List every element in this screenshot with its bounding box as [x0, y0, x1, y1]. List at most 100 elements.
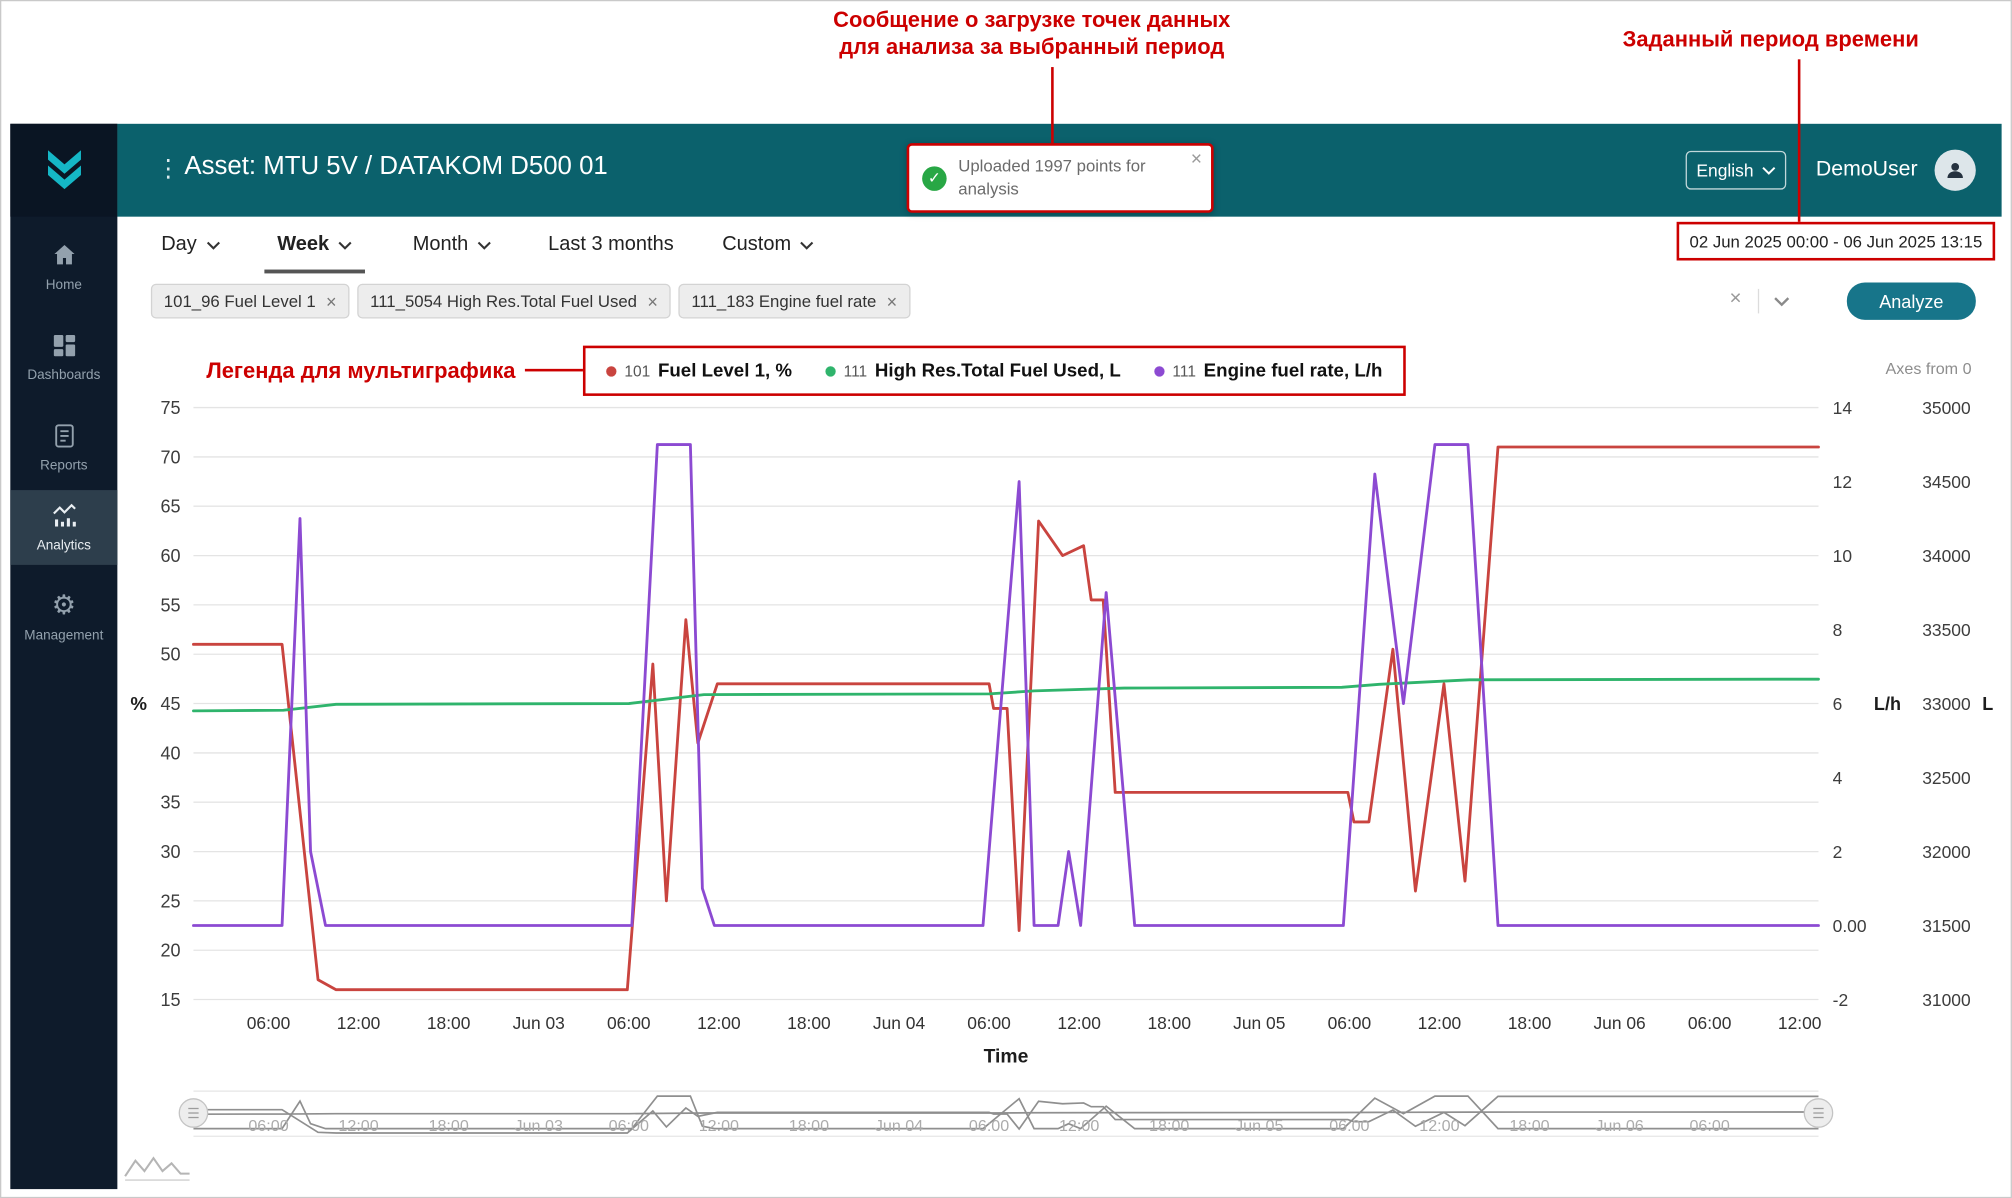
minimap-handle-left[interactable] — [178, 1098, 209, 1128]
minimap-labels: 06:00 12:00 18:00 Jun 03 06:00 12:00 18:00 Jun … — [248, 1117, 1729, 1135]
sidebar-item-management[interactable]: ⚙ Management — [10, 580, 117, 655]
svg-text:10: 10 — [1833, 546, 1852, 566]
svg-text:4: 4 — [1833, 768, 1843, 788]
svg-text:12:00: 12:00 — [1778, 1013, 1822, 1033]
svg-text:06:00: 06:00 — [248, 1117, 288, 1135]
parameter-select: 101_96 Fuel Level 1 × 111_5054 High Res.… — [117, 273, 2001, 330]
dashboards-icon — [53, 334, 75, 357]
clear-selection-icon[interactable]: × — [1729, 287, 1742, 310]
tab-week[interactable]: Week — [264, 217, 366, 274]
svg-text:12:00: 12:00 — [1419, 1117, 1459, 1135]
svg-text:18:00: 18:00 — [1147, 1013, 1191, 1033]
svg-text:Jun 06: Jun 06 — [1595, 1117, 1643, 1135]
minimap-handle-right[interactable] — [1803, 1098, 1834, 1128]
chevron-down-icon — [206, 241, 220, 250]
toast-close-icon[interactable]: × — [1190, 148, 1203, 171]
legend-item-total-fuel-used[interactable]: 111 High Res.Total Fuel Used, L — [825, 360, 1121, 381]
series-line-2 — [192, 443, 1820, 927]
tab-last-3-months[interactable]: Last 3 months — [548, 233, 674, 256]
svg-text:18:00: 18:00 — [1149, 1117, 1189, 1135]
series-line-0 — [192, 445, 1820, 992]
gear-icon: ⚙ — [51, 590, 76, 621]
tab-day[interactable]: Day — [161, 217, 220, 274]
chip-fuel-level[interactable]: 101_96 Fuel Level 1 × — [150, 283, 350, 319]
annotation-period-note: Заданный период времени — [1622, 27, 1919, 52]
analyze-button[interactable]: Analyze — [1846, 282, 1976, 320]
dropdown-chevron-icon[interactable] — [1773, 297, 1790, 307]
annotation-connector — [1051, 67, 1054, 144]
svg-text:L/h: L/h — [1874, 694, 1901, 714]
svg-text:18:00: 18:00 — [428, 1117, 468, 1135]
sidebar-item-label: Dashboards — [27, 367, 101, 384]
header: ⋮ Asset: MTU 5V / DATAKOM D500 01 ✓ Uplo… — [117, 123, 2002, 217]
svg-text:Jun 03: Jun 03 — [515, 1117, 563, 1135]
legend-dot — [606, 365, 617, 376]
username: DemoUser — [1815, 157, 1918, 181]
mini-chart-icon[interactable] — [123, 1149, 193, 1183]
svg-text:32000: 32000 — [1922, 842, 1970, 862]
axes-from-zero-note: Axes from 0 — [1885, 359, 1972, 378]
reports-icon — [54, 424, 74, 448]
svg-text:35: 35 — [160, 793, 180, 813]
minimap-series-0 — [193, 1095, 1819, 1134]
chip-remove-icon[interactable]: × — [647, 290, 658, 312]
sidebar-item-label: Management — [24, 628, 104, 644]
language-selector[interactable]: English — [1685, 150, 1787, 190]
date-range[interactable]: 02 Jun 2025 00:00 - 06 Jun 2025 13:15 — [1676, 221, 1996, 261]
sidebar-item-analytics[interactable]: Analytics — [10, 490, 118, 565]
chevron-down-icon — [477, 241, 491, 250]
svg-text:12:00: 12:00 — [1057, 1013, 1101, 1033]
x-axis-labels: 06:00 12:00 18:00 Jun 03 06:00 12:00 18:00 Jun … — [247, 1013, 1822, 1068]
sidebar: Home Dashboards Reports Analytics ⚙ Mana… — [10, 123, 118, 1190]
svg-text:12: 12 — [1833, 472, 1852, 492]
legend-item-engine-fuel-rate[interactable]: 111 Engine fuel rate, L/h — [1154, 360, 1382, 381]
sidebar-item-label: Analytics — [36, 537, 91, 554]
tab-month[interactable]: Month — [413, 217, 492, 274]
sidebar-item-reports[interactable]: Reports — [10, 410, 117, 485]
chip-engine-fuel-rate[interactable]: 111_183 Engine fuel rate × — [678, 283, 911, 319]
sidebar-item-home[interactable]: Home — [10, 230, 117, 305]
svg-text:06:00: 06:00 — [969, 1117, 1009, 1135]
svg-text:60: 60 — [160, 546, 180, 566]
annotation-connector — [524, 368, 583, 372]
svg-text:75: 75 — [160, 398, 180, 418]
logo-chevron-icon — [47, 150, 81, 190]
chip-total-fuel-used[interactable]: 111_5054 High Res.Total Fuel Used × — [357, 283, 671, 319]
svg-text:31000: 31000 — [1922, 990, 1970, 1010]
chevron-down-icon — [1761, 166, 1775, 175]
sidebar-item-dashboards[interactable]: Dashboards — [10, 320, 117, 395]
legend-dot — [1154, 365, 1165, 376]
svg-text:8: 8 — [1833, 620, 1843, 640]
svg-text:06:00: 06:00 — [609, 1117, 649, 1135]
tab-custom[interactable]: Custom — [722, 217, 814, 274]
toast-message: Uploaded 1997 points for analysis — [958, 156, 1146, 199]
kebab-menu-icon[interactable]: ⋮ — [156, 156, 181, 184]
svg-text:12:00: 12:00 — [1059, 1117, 1099, 1135]
series-line-1 — [192, 677, 1820, 713]
legend-item-fuel-level[interactable]: 101 Fuel Level 1, % — [606, 360, 792, 381]
annotation-legend-note: Легенда для мультиграфика — [206, 358, 516, 384]
annotation-upload-note: Сообщение о загрузке точек данных для ан… — [833, 7, 1231, 60]
divider — [1757, 288, 1760, 314]
svg-text:12:00: 12:00 — [1418, 1013, 1462, 1033]
svg-text:55: 55 — [160, 595, 180, 615]
svg-text:12:00: 12:00 — [337, 1013, 381, 1033]
minimap-series-1 — [193, 1111, 1819, 1116]
annotation-connector — [1797, 59, 1801, 222]
sidebar-item-label: Reports — [40, 457, 88, 474]
svg-text:25: 25 — [160, 891, 180, 911]
app-logo[interactable] — [10, 123, 118, 217]
chip-remove-icon[interactable]: × — [326, 290, 337, 312]
svg-text:50: 50 — [160, 645, 180, 665]
avatar[interactable] — [1934, 149, 1976, 191]
svg-text:18:00: 18:00 — [1508, 1013, 1552, 1033]
svg-text:34500: 34500 — [1922, 472, 1970, 492]
chip-remove-icon[interactable]: × — [886, 290, 898, 312]
svg-text:33500: 33500 — [1922, 620, 1970, 640]
svg-text:Jun 06: Jun 06 — [1593, 1013, 1645, 1033]
chart-legend: 101 Fuel Level 1, % 111 High Res.Total F… — [582, 345, 1406, 396]
svg-text:2: 2 — [1833, 842, 1843, 862]
svg-text:06:00: 06:00 — [247, 1013, 291, 1033]
